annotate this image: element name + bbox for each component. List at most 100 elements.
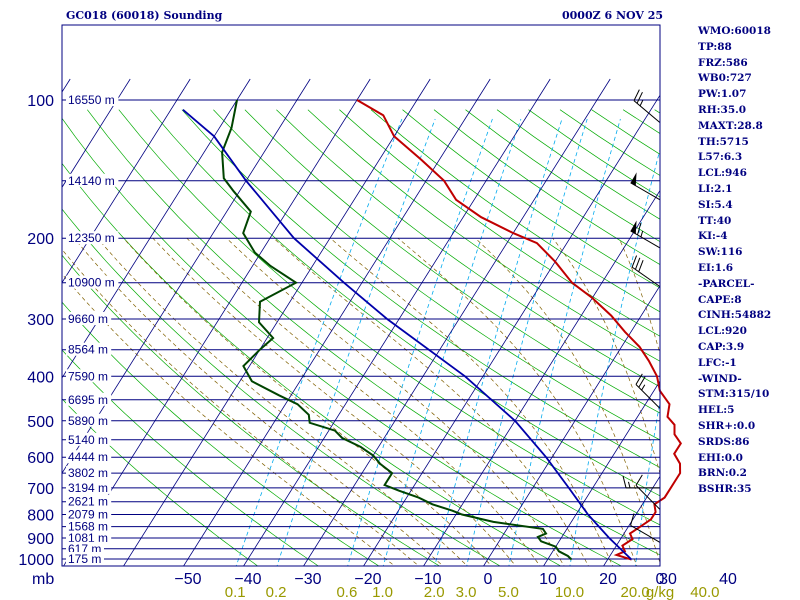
plot-frame [61,24,661,567]
mixing-ratio-tick-label: 0.2 [266,584,287,600]
moist-adiabat-line [62,248,420,566]
height-label: 10900 m [68,276,115,290]
wind-barb [622,475,660,489]
index-item: CINH:54882 [698,309,772,322]
pressure-unit-label: mb [32,571,54,588]
plot-background [62,25,660,566]
index-item: MAXT:28.8 [698,119,763,132]
height-label: 16550 m [68,93,115,107]
isotherm-line [62,78,311,474]
dry-adiabat-line [62,398,259,566]
mixing-ratio-line [569,148,660,566]
isotherm-line [62,78,251,379]
mixing-ratio-unit-label: g/kg [646,584,674,600]
height-label: 1568 m [68,520,108,534]
dry-adiabat-line [62,117,623,566]
index-item: -PARCEL- [698,277,755,290]
pressure-tick-label: 400 [27,369,54,386]
mixing-ratio-line [635,398,660,566]
stability-indices-list: WMO:60018 TP:88 FRZ:586 WB0:727 PW:1.07 RH:35… [698,24,771,498]
index-item: WMO:60018 [698,25,771,37]
moist-adiabat-line [397,237,638,566]
index-item: L57:6.3 [698,151,743,164]
isotherm-line [483,285,660,566]
mixing-ratio-tick-label: 2.0 [424,584,445,600]
isotherm-line [123,78,431,566]
isotherm-line [303,78,611,566]
temperature-tick-label: −20 [354,571,381,588]
index-item: RH:35.0 [698,103,747,116]
isotherm-line [603,475,660,566]
moist-adiabat-line [123,237,492,566]
background-grid [0,78,800,578]
wind-barb [631,255,661,288]
height-label: 14140 m [68,174,115,188]
temperature-trace [356,99,682,561]
mixing-ratio-tick-label: 0.1 [225,584,246,600]
dry-adiabat-line [118,109,660,526]
height-label: 3194 m [68,481,108,495]
sounding-traces [182,99,682,561]
index-item: EHI:0.0 [698,451,743,464]
index-item: LCL:946 [698,167,747,180]
wind-barb [630,513,661,543]
height-label: 8564 m [68,343,108,357]
temperature-tick-label: −40 [234,571,261,588]
temperature-tick-label: 10 [539,571,557,588]
pressure-tick-label: 900 [27,531,54,548]
index-item: KI:-4 [698,230,728,243]
index-item: STM:315/10 [698,388,770,401]
dry-adiabat-line [370,109,660,313]
moist-adiabat-line [475,237,660,564]
isotherm-line [776,79,800,578]
mixing-ratio-tick-label: 40.0 [690,584,719,600]
dry-adiabat-line [276,109,660,388]
height-label: 2621 m [68,495,108,509]
moist-adiabat-line [552,237,660,475]
mixing-ratio-tick-label: 5.0 [498,584,519,600]
dry-adiabat-line [213,109,660,441]
dry-adiabat-line [62,254,441,566]
height-label: 5890 m [68,414,108,428]
temperature-tick-label: 0 [484,571,493,588]
mixing-ratio-line [382,118,522,566]
height-label: 9660 m [68,312,108,326]
wind-barb [635,373,661,409]
index-item: CAPE:8 [698,293,742,306]
index-item: SRDS:86 [698,435,750,448]
isotherm-line [423,189,660,566]
temperature-tick-label: −10 [414,571,441,588]
index-item: SI:5.4 [698,198,733,211]
index-item: BSHR:35 [698,483,752,496]
temperature-tick-label: 40 [719,571,737,588]
pressure-tick-label: 100 [27,93,54,110]
pressure-tick-label: 500 [27,414,54,431]
mixing-ratio-tick-label: 1.0 [372,584,393,600]
chart-time-label: 0000Z 6 NOV 25 [562,9,664,22]
wind-barb [630,172,661,201]
pressure-tick-label: 200 [27,231,54,248]
height-label: 3802 m [68,466,108,480]
dry-adiabat-line [62,349,319,566]
isotherm-line [0,79,10,578]
wind-barbs [622,89,661,543]
index-item: WB0:727 [698,72,752,85]
index-item: FRZ:586 [698,56,748,69]
index-item: TT:40 [698,214,732,227]
mixing-ratio-line [434,118,563,566]
temperature-tick-label: 30 [659,571,677,588]
index-item: TP:88 [698,40,732,53]
chart-title: GC018 (60018) Sounding [66,9,223,22]
height-labels: 16550 m 14140 m 12350 m 10900 m 9660 m 8564 m… [66,93,119,566]
height-label: 5140 m [68,433,108,447]
dry-adiabat-line [62,208,501,566]
wind-barb [630,220,661,249]
isotherm-line [62,78,131,189]
moist-adiabat-line [186,237,541,566]
height-label: 175 m [68,552,101,566]
moist-adiabat-line [73,237,444,566]
index-item: HEL:5 [698,404,735,417]
dry-adiabat-line [62,301,380,566]
